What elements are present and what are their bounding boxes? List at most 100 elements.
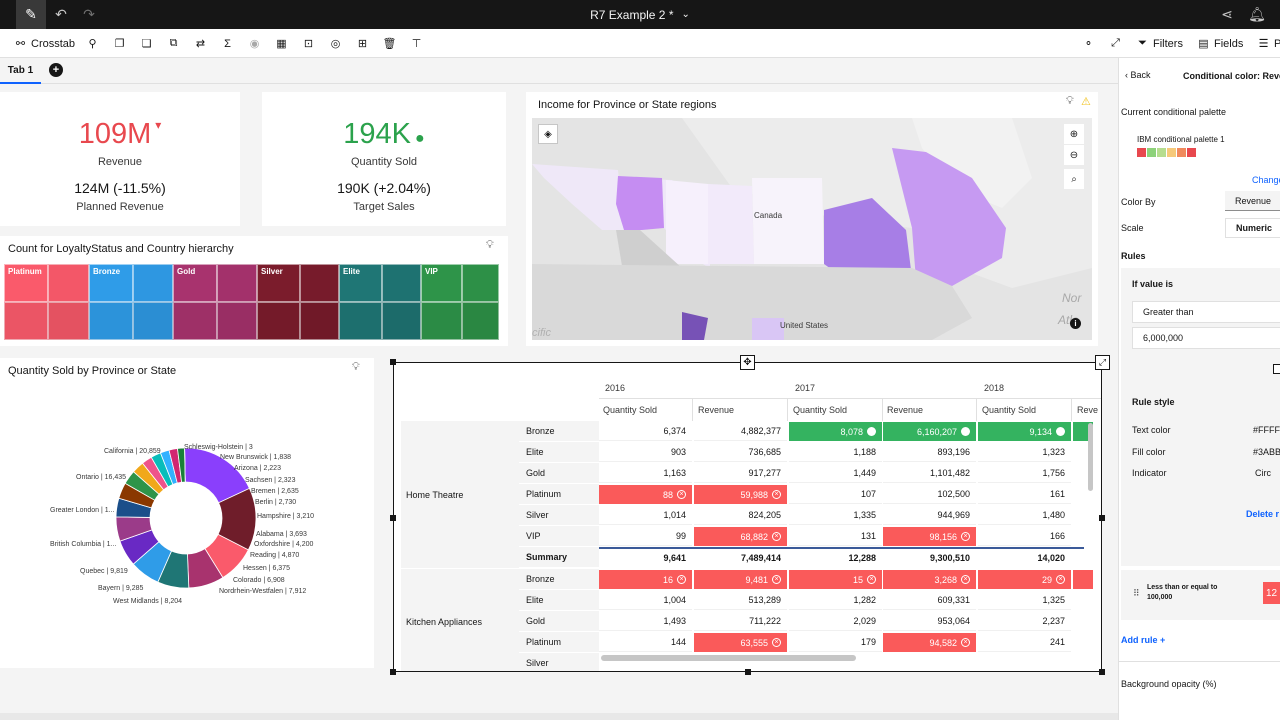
map-card[interactable]: Income for Province or State regions 💡︎ … [526,92,1098,346]
data-cell[interactable]: 166 [978,527,1071,546]
resize-handle[interactable] [390,515,396,521]
measure-header[interactable]: Revenue [694,399,788,421]
tab-1[interactable]: Tab 1 [0,58,41,84]
data-cell[interactable] [883,654,976,671]
filters-button[interactable]: ⏷ Filters [1136,35,1183,52]
treemap-cell[interactable] [257,302,300,340]
data-cell[interactable]: 1,101,482 [883,464,976,483]
data-cell[interactable]: 1,480 [978,506,1071,525]
data-cell[interactable]: 1,282 [789,591,882,610]
data-cell[interactable]: 2,029 [789,612,882,631]
treemap-cell[interactable] [381,302,421,340]
year-header[interactable]: 2016 [599,377,789,399]
connect-icon[interactable]: ⚬ [1083,38,1094,50]
table-format-icon[interactable]: ▦ [276,38,287,50]
chevron-down-icon[interactable]: ⌄ [681,9,690,20]
data-cell[interactable]: 161 [978,485,1071,504]
row-label[interactable]: Bronze [519,421,599,442]
fields-button[interactable]: ▤ Fields [1197,35,1243,52]
data-cell[interactable]: 1,163 [599,464,692,483]
add-tab-icon[interactable]: + [49,63,63,77]
data-cell[interactable] [1073,570,1093,589]
edit-icon[interactable]: ✎ [16,0,46,29]
data-cell[interactable]: 711,222 [694,612,787,631]
measure-header[interactable]: Revenue [883,399,977,421]
resize-handle[interactable] [1099,515,1105,521]
drill-icon[interactable]: ◎ [330,38,341,50]
data-cell[interactable]: 12,288 [789,548,882,567]
data-cell[interactable]: 98,156 × [883,527,976,546]
data-cell[interactable]: 88 × [599,485,692,504]
data-cell[interactable]: 7,489,414 [694,548,787,567]
text-color-value[interactable]: #FFFF [1253,425,1280,435]
grid-icon[interactable]: ⊞ [357,38,368,50]
data-cell[interactable]: 59,988 × [694,485,787,504]
data-cell[interactable]: 1,188 [789,443,882,462]
data-cell[interactable]: 944,969 [883,506,976,525]
row-label[interactable]: Gold [519,463,599,484]
treemap-cell[interactable]: Gold [173,264,217,302]
calculation-icon[interactable]: Σ [224,37,231,50]
notification-icon[interactable]: 🔔︎ [1248,6,1266,22]
duplicate-icon[interactable]: ⧉ [169,37,178,49]
data-cell[interactable]: 99 [599,527,692,546]
data-cell[interactable]: 1,449 [789,464,882,483]
redo-icon[interactable]: ↷ [83,6,95,22]
back-button[interactable]: ‹ Back [1125,70,1151,80]
data-cell[interactable]: 736,685 [694,443,787,462]
properties-button[interactable]: ☰ P [1257,35,1280,52]
expand-icon[interactable]: ⤢ [1111,37,1120,49]
scale-select[interactable]: Numeric [1225,218,1280,238]
rule2-swatch[interactable]: 12 [1263,582,1280,604]
data-cell[interactable] [1073,548,1093,567]
crosstab-button[interactable]: ⚯ Crosstab [14,35,75,52]
zoom-out-icon[interactable]: ⊖ [1064,145,1084,165]
indicator-value[interactable]: Circ [1255,468,1271,478]
province-map[interactable]: Canada United States Nor Atla cific [532,118,1092,340]
kpi-card-quantity[interactable]: 194K ● Quantity Sold 190K (+2.04%) Target… [262,92,506,226]
treemap-cell[interactable]: Elite [339,264,382,302]
measure-header[interactable]: Quantity Sold [789,399,883,421]
data-cell[interactable] [1073,506,1093,525]
treemap-cell[interactable] [173,302,217,340]
move-icon[interactable]: ✥ [740,355,755,370]
row-label[interactable]: Elite [519,590,599,611]
undo-icon[interactable]: ↶ [55,6,67,22]
donut-card[interactable]: Quantity Sold by Province or State 💡︎ Ca… [0,358,374,668]
treemap-cell[interactable] [461,264,499,302]
data-cell[interactable]: 3,268 × [883,570,976,589]
year-header[interactable]: 2017 [789,377,979,399]
copy-icon[interactable]: ❐ [114,38,125,50]
lightbulb-icon[interactable]: 💡︎ [1066,95,1074,107]
data-cell[interactable]: 14,020 [978,548,1071,567]
year-header[interactable]: 2018 [978,377,1101,399]
treemap-cell[interactable]: Bronze [89,264,133,302]
data-cell[interactable]: 1,325 [978,591,1071,610]
data-cell[interactable]: 1,014 [599,506,692,525]
row-label[interactable]: Bronze [519,569,599,590]
treemap-cell[interactable] [339,302,382,340]
donut-chart[interactable] [0,358,374,668]
resize-handle[interactable] [390,359,396,365]
add-rule-button[interactable]: Add rule + [1121,635,1165,645]
data-cell[interactable]: 68,882 × [694,527,787,546]
measure-header[interactable]: Reve [1073,399,1101,421]
lightbulb-icon[interactable]: 💡︎ [486,239,494,251]
data-cell[interactable]: 9,300,510 [883,548,976,567]
resize-handle[interactable] [745,669,751,675]
data-cell[interactable]: 1,756 [978,464,1071,483]
fit-icon[interactable]: ⊡ [303,38,314,50]
donut-slice[interactable] [184,447,186,483]
search-icon[interactable]: ⌕ [1064,169,1084,189]
data-cell[interactable]: 6,160,207 [883,422,976,441]
treemap-cell[interactable] [89,302,133,340]
threshold-input[interactable]: 6,000,000 [1132,327,1280,349]
treemap-cell[interactable] [421,302,462,340]
layers-icon[interactable]: ◈ [538,124,558,144]
treemap-cell[interactable]: Silver [257,264,300,302]
treemap-card[interactable]: Count for LoyaltyStatus and Country hier… [0,236,508,346]
measure-header[interactable]: Quantity Sold [599,399,693,421]
swap-icon[interactable]: ⇄ [195,38,206,50]
treemap-cell[interactable] [299,302,339,340]
data-cell[interactable]: 1,323 [978,443,1071,462]
